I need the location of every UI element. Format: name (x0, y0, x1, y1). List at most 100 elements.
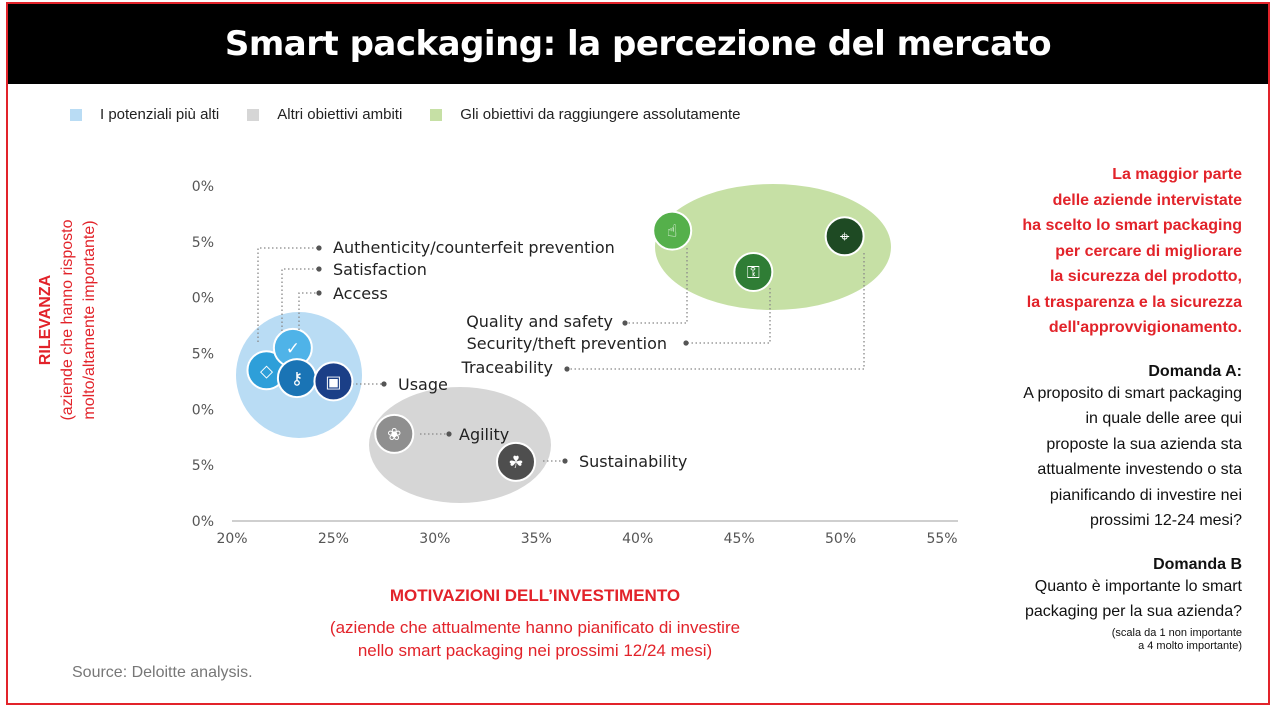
y-tick-label: 0% (192, 291, 214, 307)
point-marker (824, 216, 865, 257)
point-marker (374, 413, 415, 454)
question-b-note: (scala da 1 non importante a 4 molto impo… (942, 627, 1242, 653)
point-marker (313, 361, 354, 402)
point-label: Security/theft prevention (467, 334, 667, 353)
leader-dot (381, 381, 387, 387)
legend-label: Gli obiettivi da raggiungere assolutamen… (460, 106, 741, 123)
point-marker (496, 441, 536, 482)
point-label: Sustainability (579, 452, 687, 471)
leader-dot (683, 340, 689, 346)
leader-dot (316, 290, 322, 296)
y-tick-label: 0% (192, 514, 214, 530)
compass-icon: ⌖ (840, 227, 850, 247)
thumbs-up-icon: ☝ (667, 222, 677, 242)
x-axis-subtitle-1: (aziende che attualmente hanno pianifica… (329, 618, 741, 637)
data-point: ⚷ Access (276, 284, 388, 399)
leader-line (625, 248, 688, 324)
data-point: ☝ Quality and safety (466, 210, 693, 331)
y-tick-label: 5% (192, 458, 214, 474)
x-tick-label: 35% (521, 531, 552, 547)
point-label: Traceability (461, 358, 553, 377)
sprout-icon: ☘ (508, 453, 523, 473)
legend-swatch (430, 108, 443, 121)
x-tick-label: 25% (318, 531, 349, 547)
key-finding-line: la sicurezza del prodotto, (1049, 268, 1242, 285)
legend-label: Altri obiettivi ambiti (277, 106, 403, 123)
question-a-line: attualmente investendo o sta (1037, 461, 1242, 478)
legend-swatch (247, 108, 260, 121)
leader-dot (446, 431, 452, 437)
x-axis-title: MOTIVAZIONI DELL’INVESTIMENTO (389, 586, 681, 605)
key-finding-line: ha scelto lo smart packaging (1022, 217, 1242, 234)
point-label: Usage (398, 375, 448, 394)
x-tick-label: 30% (419, 531, 450, 547)
y-axis-subtitle-1: (aziende che hanno risposto (59, 219, 76, 421)
question-a-line: prossimi 12-24 mesi? (1089, 512, 1242, 529)
page-title: Smart packaging: la percezione del merca… (224, 24, 1052, 64)
question-a-line: pianificando di investire nei (1049, 486, 1242, 504)
question-a-title: Domanda A: (1148, 362, 1242, 380)
header-bar: Smart packaging: la percezione del merca… (8, 4, 1268, 84)
key-finding-line: per cercare di migliorare (1055, 242, 1242, 260)
key-finding-line: dell'approvvigionamento. (1048, 319, 1242, 336)
x-tick-label: 55% (926, 531, 957, 547)
group-bubble-must-reach-goals (655, 184, 891, 310)
point-label: Agility (459, 425, 509, 444)
legend-item: Altri obiettivi ambiti (247, 106, 402, 123)
data-point: ⚿ Security/theft prevention (467, 251, 774, 353)
y-tick-label: 5% (192, 235, 214, 251)
rabbit-icon: ❀ (387, 425, 401, 445)
check-icon: ✓ (286, 339, 300, 359)
leader-line (281, 268, 319, 331)
x-tick-label: 20% (216, 531, 247, 547)
key-icon: ⚷ (291, 369, 303, 389)
y-tick-label: 0% (192, 179, 214, 195)
right-panel: La maggior parte delle aziende intervista… (942, 162, 1242, 653)
legend: I potenziali più alti Altri obiettivi amb… (70, 106, 740, 123)
point-marker (652, 210, 693, 251)
question-b-body: Quanto è importante lo smart packaging pe… (942, 574, 1242, 625)
x-tick-label: 50% (825, 531, 856, 547)
key-finding-line: La maggior parte (1112, 166, 1242, 183)
leader-dot (316, 266, 322, 272)
y-axis-subtitle-2: molto/altamente importante) (81, 220, 98, 420)
question-b-line: Quanto è importante lo smart (1034, 577, 1242, 595)
x-tick-label: 45% (724, 531, 755, 547)
leader-dot (564, 366, 570, 372)
data-point: ❀ Agility (374, 413, 509, 454)
y-tick-label: 0% (192, 402, 214, 418)
legend-item: I potenziali più alti (70, 106, 219, 123)
point-label: Satisfaction (333, 260, 427, 279)
data-point: ⌖ Traceability (461, 216, 865, 377)
leader-dot (562, 458, 568, 464)
question-a-line: in quale delle aree qui (1085, 410, 1242, 427)
question-a-line: A proposito di smart packaging (1023, 384, 1242, 402)
box-icon: ▣ (325, 372, 341, 392)
data-point: ✓ Satisfaction (272, 260, 427, 368)
x-axis-subtitle-2: nello smart packaging nei prossimi 12/24… (357, 641, 713, 660)
y-tick-label: 5% (192, 347, 214, 363)
question-b-title: Domanda B (1153, 555, 1242, 573)
point-label: Access (333, 284, 388, 303)
leader-dot (316, 245, 322, 251)
x-tick-label: 40% (622, 531, 653, 547)
point-label: Quality and safety (466, 312, 613, 331)
question-b-line: packaging per la sua azienda? (1024, 603, 1242, 620)
question-b-note-line: a 4 molto importante) (1138, 639, 1242, 652)
key-finding-line: la trasparenza e la sicurezza (1026, 293, 1242, 311)
data-point: ☘ Sustainability (496, 441, 687, 482)
y-axis-title: RILEVANZA (37, 274, 54, 366)
x-axis-title-block: MOTIVAZIONI DELL’INVESTIMENTO (aziende c… (300, 586, 770, 662)
key-finding-line: delle aziende intervistate (1052, 191, 1242, 209)
legend-item: Gli obiettivi da raggiungere assolutamen… (430, 106, 740, 123)
point-label: Authenticity/counterfeit prevention (333, 238, 615, 257)
question-b-note-line: (scala da 1 non importante (1111, 626, 1242, 639)
legend-label: I potenziali più alti (100, 106, 220, 123)
question-a-line: proposte la sua azienda sta (1046, 435, 1242, 453)
data-point: ◇ Authenticity/counterfeit prevention (246, 238, 615, 391)
leader-line (567, 253, 865, 370)
data-point: ▣ Usage (313, 361, 448, 402)
leader-line (298, 292, 319, 330)
source-note: Source: Deloitte analysis. (72, 664, 253, 681)
